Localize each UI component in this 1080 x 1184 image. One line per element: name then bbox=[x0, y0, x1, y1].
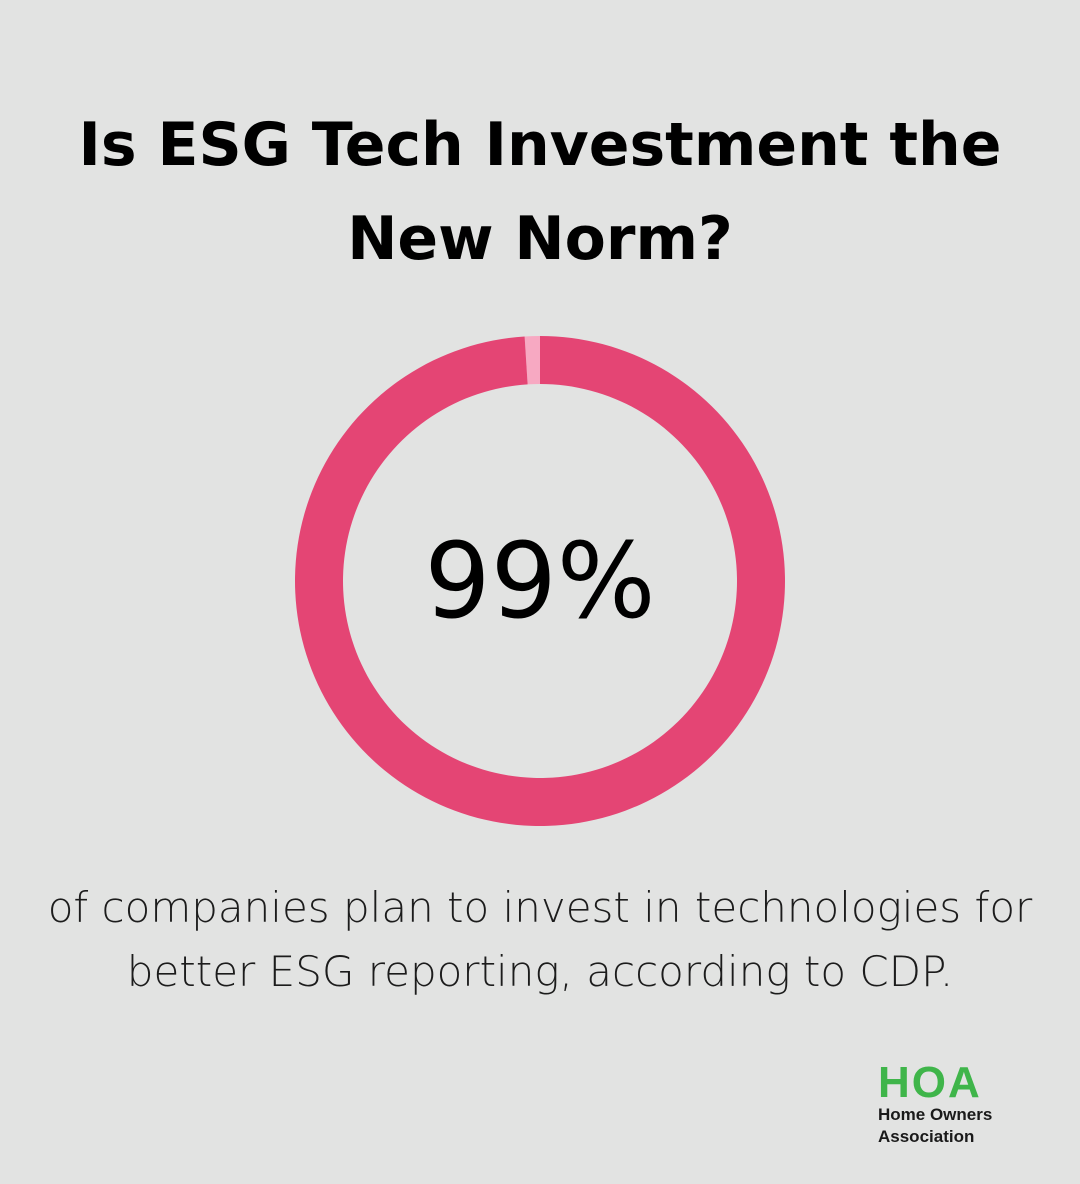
donut-svg: 99% bbox=[295, 336, 785, 826]
center-percentage-label: 99% bbox=[424, 520, 655, 642]
logo-line-1: Home Owners bbox=[878, 1105, 993, 1124]
chart-caption: of companies plan to invest in technolog… bbox=[47, 883, 1033, 996]
donut-slice-remainder bbox=[524, 336, 540, 385]
donut-chart: 99% bbox=[295, 336, 785, 826]
hoa-logo: HOA Home Owners Association bbox=[878, 1058, 1058, 1152]
logo-line-2: Association bbox=[878, 1127, 975, 1146]
logo-mark: HOA bbox=[878, 1058, 982, 1107]
page-title: Is ESG Tech Investment the New Norm? bbox=[78, 110, 1002, 274]
